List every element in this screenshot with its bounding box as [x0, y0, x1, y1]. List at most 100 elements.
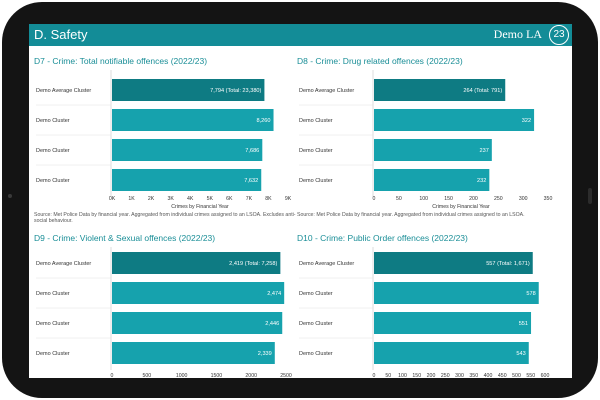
bar-value-label: 543 — [516, 351, 525, 357]
x-tick-label: 250 — [494, 196, 503, 202]
x-tick-label: 2000 — [245, 373, 257, 378]
category-label: Demo Cluster — [36, 178, 70, 184]
bar-value-label: 322 — [522, 118, 531, 124]
x-tick-label: 0K — [109, 196, 116, 202]
x-tick-label: 600 — [541, 373, 550, 378]
category-label: Demo Cluster — [299, 178, 333, 184]
bar-value-label: 551 — [519, 321, 528, 327]
category-label: Demo Average Cluster — [299, 88, 354, 94]
report-page: D. Safety Demo LA 23 D7 - Crime: Total n… — [29, 24, 572, 378]
panel-title: D7 - Crime: Total notifiable offences (2… — [34, 56, 208, 66]
panel-d9: D9 - Crime: Violent & Sexual offences (2… — [34, 233, 294, 378]
cluster-bar — [374, 139, 492, 161]
cluster-bar — [374, 342, 529, 364]
x-tick-label: 6K — [226, 196, 233, 202]
bar-chart-d8: Demo Average Cluster 264 (Total: 791) Demo… — [299, 70, 553, 210]
cluster-bar — [112, 312, 283, 334]
panel-title: D8 - Crime: Drug related offences (2022/… — [297, 56, 463, 66]
category-label: Demo Cluster — [299, 321, 333, 327]
side-button — [588, 188, 592, 204]
x-tick-label: 100 — [419, 196, 428, 202]
bar-value-label: 232 — [477, 178, 486, 184]
average-bar — [112, 79, 265, 101]
bar-value-label: 578 — [526, 291, 535, 297]
x-tick-label: 1000 — [176, 373, 188, 378]
average-bar — [374, 79, 506, 101]
x-tick-label: 2500 — [280, 373, 292, 378]
x-tick-label: 5K — [207, 196, 214, 202]
cluster-bar — [374, 282, 539, 304]
la-name: Demo LA — [493, 27, 542, 41]
x-tick-label: 8K — [265, 196, 272, 202]
cluster-bar — [112, 282, 285, 304]
x-tick-label: 0 — [111, 373, 114, 378]
bar-value-label: 8,260 — [257, 118, 271, 124]
panel-d10: D10 - Crime: Public Order offences (2022… — [297, 233, 557, 378]
cluster-bar — [374, 312, 532, 334]
cluster-bar — [112, 169, 262, 191]
cluster-bar — [112, 139, 263, 161]
page-number: 23 — [549, 25, 569, 45]
section-header: D. Safety Demo LA 23 — [29, 24, 572, 46]
x-tick-label: 150 — [412, 373, 421, 378]
bar-chart-d7: Demo Average Cluster 7,794 (Total: 23,380… — [36, 70, 292, 210]
x-tick-label: 100 — [398, 373, 407, 378]
bar-value-label: 2,419 (Total: 7,258) — [229, 261, 277, 267]
x-tick-label: 400 — [484, 373, 493, 378]
bar-value-label: 2,446 — [265, 321, 279, 327]
category-label: Demo Cluster — [36, 291, 70, 297]
cluster-bar — [374, 169, 490, 191]
bar-value-label: 557 (Total: 1,671) — [486, 261, 530, 267]
bar-chart-d9: Demo Average Cluster 2,419 (Total: 7,258)… — [36, 247, 292, 378]
x-tick-label: 350 — [469, 373, 478, 378]
x-tick-label: 0 — [373, 373, 376, 378]
category-label: Demo Cluster — [36, 321, 70, 327]
category-label: Demo Cluster — [36, 118, 70, 124]
category-label: Demo Cluster — [36, 351, 70, 357]
x-tick-label: 4K — [187, 196, 194, 202]
cluster-bar — [112, 342, 275, 364]
x-tick-label: 3K — [167, 196, 174, 202]
x-tick-label: 1K — [128, 196, 135, 202]
section-title: D. Safety — [34, 27, 88, 42]
bar-value-label: 7,686 — [245, 148, 259, 154]
category-label: Demo Average Cluster — [36, 88, 91, 94]
x-tick-label: 300 — [455, 373, 464, 378]
x-tick-label: 500 — [142, 373, 151, 378]
x-tick-label: 450 — [498, 373, 507, 378]
x-tick-label: 250 — [441, 373, 450, 378]
x-tick-label: 0 — [373, 196, 376, 202]
bar-value-label: 7,632 — [244, 178, 258, 184]
category-label: Demo Average Cluster — [299, 261, 354, 267]
x-tick-label: 300 — [519, 196, 528, 202]
cluster-bar — [374, 109, 535, 131]
bar-value-label: 2,339 — [258, 351, 272, 357]
x-tick-label: 350 — [544, 196, 553, 202]
camera-dot — [8, 194, 12, 198]
panel-title: D9 - Crime: Violent & Sexual offences (2… — [34, 233, 216, 243]
x-tick-label: 550 — [526, 373, 535, 378]
average-bar — [112, 252, 281, 274]
category-label: Demo Cluster — [299, 291, 333, 297]
x-tick-label: 200 — [469, 196, 478, 202]
category-label: Demo Cluster — [299, 118, 333, 124]
bar-chart-d10: Demo Average Cluster 557 (Total: 1,671) De… — [299, 247, 550, 378]
category-label: Demo Average Cluster — [36, 261, 91, 267]
panel-title: D10 - Crime: Public Order offences (2022… — [297, 233, 468, 243]
bar-value-label: 2,474 — [267, 291, 281, 297]
category-label: Demo Cluster — [36, 148, 70, 154]
panel-d8: D8 - Crime: Drug related offences (2022/… — [297, 56, 557, 224]
x-axis-title: Crimes by Financial Year — [171, 204, 229, 210]
x-tick-label: 9K — [285, 196, 292, 202]
x-tick-label: 150 — [444, 196, 453, 202]
x-axis-title: Crimes by Financial Year — [432, 204, 490, 210]
x-tick-label: 200 — [427, 373, 436, 378]
average-bar — [374, 252, 533, 274]
x-tick-label: 500 — [512, 373, 521, 378]
category-label: Demo Cluster — [299, 351, 333, 357]
bar-value-label: 7,794 (Total: 23,380) — [210, 88, 261, 94]
category-label: Demo Cluster — [299, 148, 333, 154]
x-tick-label: 50 — [396, 196, 402, 202]
bar-value-label: 264 (Total: 791) — [463, 88, 502, 94]
bar-value-label: 237 — [479, 148, 488, 154]
